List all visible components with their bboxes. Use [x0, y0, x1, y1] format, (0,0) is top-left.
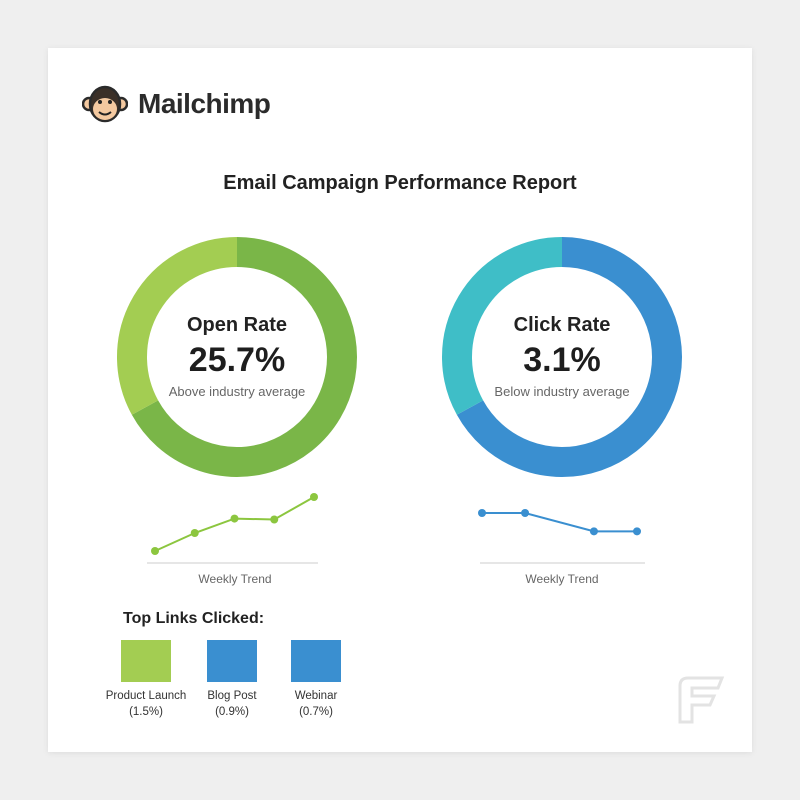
link-value: (0.9%) — [215, 706, 249, 718]
open-rate-center: Open Rate 25.7% Above industry average — [137, 314, 337, 399]
trend-point — [589, 527, 598, 536]
trend-point — [521, 509, 530, 517]
trend-point — [190, 529, 199, 537]
link-webinar: Webinar (0.7%) — [266, 640, 366, 720]
trend-point — [478, 509, 486, 517]
click-rate-center: Click Rate 3.1% Below industry average — [462, 314, 662, 399]
open-rate-label: Open Rate — [186, 314, 288, 336]
trend-point — [151, 547, 159, 555]
link-swatch — [207, 640, 257, 682]
trend-line — [482, 512, 637, 533]
open-rate-note: Above industry average — [168, 384, 306, 399]
link-swatch — [291, 640, 341, 682]
trend-point — [230, 514, 239, 523]
click-rate-donut — [442, 237, 682, 477]
trend-line — [154, 496, 315, 552]
link-name: Product Launch — [105, 690, 187, 702]
open-trend-label: Weekly Trend — [198, 572, 272, 586]
trend-point — [633, 527, 641, 536]
link-swatch — [121, 640, 171, 682]
donut-segment-secondary — [442, 237, 563, 415]
link-blog-post: Blog Post (0.9%) — [182, 640, 282, 720]
donut-segment-secondary — [117, 237, 238, 415]
monkey-icon — [82, 85, 128, 123]
open-rate-trend — [151, 493, 318, 555]
click-rate-label: Click Rate — [513, 314, 611, 336]
brand-logo: Mailchimp — [82, 84, 271, 124]
top-links-title: Top Links Clicked: — [123, 610, 265, 627]
link-product-launch: Product Launch (1.5%) — [96, 640, 196, 720]
link-value: (1.5%) — [129, 706, 163, 718]
click-trend-label: Weekly Trend — [525, 572, 599, 586]
link-name: Webinar — [294, 690, 338, 702]
click-rate-trend — [478, 509, 641, 536]
donut-segment-primary — [131, 237, 357, 477]
trend-point — [310, 493, 318, 501]
donut-segment-primary — [456, 237, 682, 477]
report-title: Email Campaign Performance Report — [223, 172, 577, 194]
link-value: (0.7%) — [299, 706, 333, 718]
trend-point — [270, 515, 279, 524]
click-rate-note: Below industry average — [494, 384, 630, 399]
report-card — [48, 48, 752, 752]
brand-name: Mailchimp — [138, 88, 271, 119]
link-name: Blog Post — [207, 690, 257, 702]
open-rate-donut — [117, 237, 357, 477]
open-rate-value: 25.7% — [188, 341, 286, 379]
click-rate-value: 3.1% — [523, 341, 601, 379]
watermark-logo-icon — [678, 676, 725, 724]
